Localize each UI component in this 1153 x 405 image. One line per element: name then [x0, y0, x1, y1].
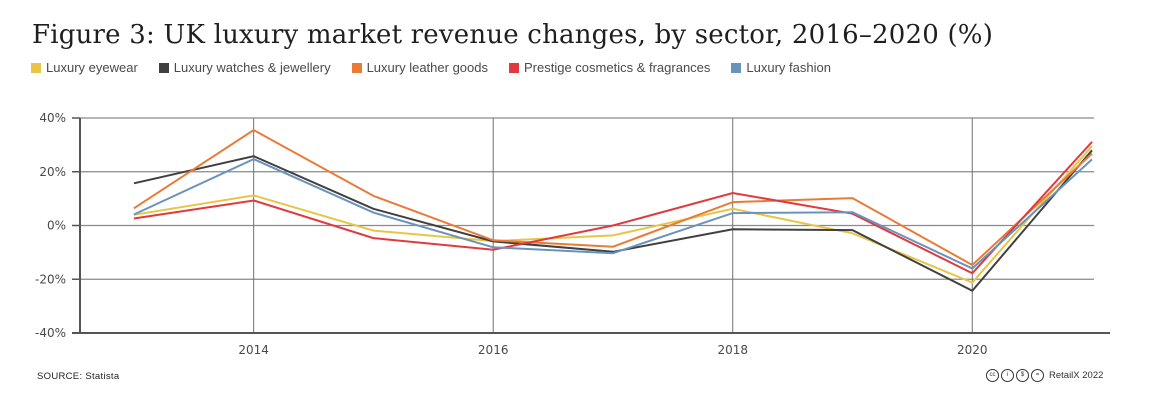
- y-tick-label: 0%: [47, 219, 66, 233]
- tick-labels: 40% 20% 0% -20% -40% 2014 2016 2018 2020: [35, 111, 988, 357]
- legend-item-cosmetics-fragrances: Prestige cosmetics & fragrances: [509, 60, 710, 75]
- legend-label: Luxury watches & jewellery: [173, 60, 331, 75]
- x-tick-label: 2020: [957, 343, 988, 357]
- legend-item-watches-jewellery: Luxury watches & jewellery: [158, 60, 331, 75]
- grid: [80, 117, 1094, 333]
- cc-icon: cc: [986, 369, 999, 382]
- legend-label: Prestige cosmetics & fragrances: [524, 60, 711, 75]
- series-line-luxury-leather-goods: [133, 128, 1093, 267]
- legend: Luxury eyewear Luxury watches & jeweller…: [31, 60, 852, 75]
- legend-item-eyewear: Luxury eyewear: [31, 60, 138, 75]
- series-line-luxury-fashion: [133, 158, 1093, 270]
- legend-swatch: [731, 62, 742, 73]
- legend-swatch: [351, 62, 362, 73]
- legend-label: Luxury fashion: [746, 60, 831, 75]
- x-tick-label: 2018: [717, 343, 748, 357]
- legend-swatch: [158, 62, 169, 73]
- legend-label: Luxury eyewear: [46, 60, 138, 75]
- y-tick-label: 40%: [39, 111, 66, 125]
- chart-title: Figure 3: UK luxury market revenue chang…: [32, 20, 994, 50]
- y-tick-label: -40%: [35, 326, 66, 340]
- legend-item-fashion: Luxury fashion: [731, 60, 831, 75]
- series-lines: [133, 128, 1093, 293]
- cc-nd-icon: =: [1031, 369, 1044, 382]
- credit-text: RetailX 2022: [1049, 370, 1104, 381]
- legend-label: Luxury leather goods: [366, 60, 488, 75]
- credit: cc i $ = RetailX 2022: [986, 369, 1103, 382]
- legend-swatch: [509, 62, 519, 73]
- x-tick-label: 2014: [238, 343, 269, 357]
- legend-item-leather-goods: Luxury leather goods: [351, 60, 488, 75]
- cc-nc-icon: $: [1016, 369, 1029, 382]
- y-tick-label: -20%: [35, 272, 66, 286]
- series-line-luxury-watches-jewellery: [133, 149, 1093, 293]
- legend-swatch: [31, 62, 41, 73]
- axes: [72, 117, 1110, 334]
- x-tick-label: 2016: [478, 343, 509, 357]
- series-line-prestige-cosmetics-fragrances: [133, 141, 1093, 275]
- series-line-luxury-eyewear: [133, 145, 1093, 284]
- source-note: SOURCE: Statista: [37, 371, 120, 382]
- cc-by-icon: i: [1001, 369, 1014, 382]
- y-tick-label: 20%: [39, 165, 66, 179]
